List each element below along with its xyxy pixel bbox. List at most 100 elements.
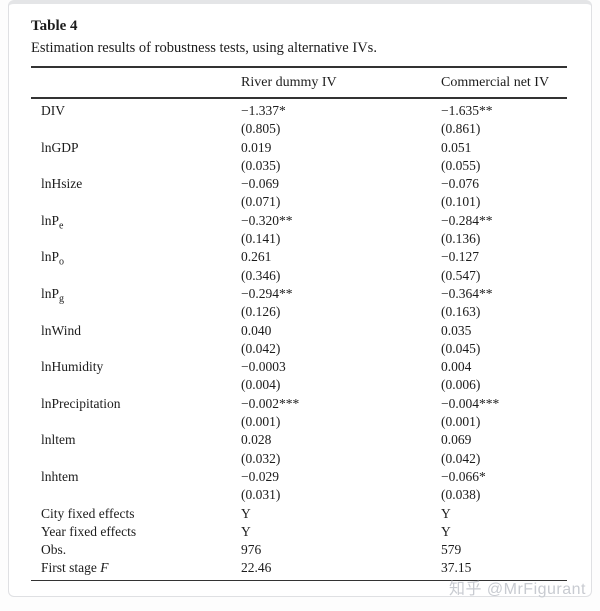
row-label: lnGDP bbox=[31, 139, 241, 157]
coefficient-river-dummy-iv: 0.028 bbox=[241, 432, 272, 448]
standard-error-river-dummy-iv: (0.346) bbox=[241, 267, 281, 283]
standard-error-commercial-net-iv: (0.042) bbox=[441, 450, 481, 466]
row-label-empty bbox=[31, 230, 241, 248]
row-label-text: First stage bbox=[41, 560, 101, 576]
standard-error-river-dummy-iv: (0.126) bbox=[241, 304, 281, 320]
table-row-standard-error: (0.126) (0.163) bbox=[31, 303, 567, 321]
row-label-empty bbox=[31, 413, 241, 431]
table-row-standard-error: (0.346) (0.547) bbox=[31, 267, 567, 285]
table-row-coefficient: lnWind 0.040 0.035 bbox=[31, 322, 567, 340]
summary-value-river-dummy-iv: 22.46 bbox=[241, 560, 272, 576]
row-label-text: lnWind bbox=[41, 322, 81, 338]
row-label-text: lnHsize bbox=[41, 176, 83, 192]
row-label: DIV bbox=[31, 102, 241, 120]
summary-value-commercial-net-iv: Y bbox=[441, 505, 451, 521]
row-label-text: lnltem bbox=[41, 432, 76, 448]
row-label-text: lnP bbox=[41, 285, 60, 301]
column-header-commercial-net-iv: Commercial net IV bbox=[441, 74, 550, 90]
row-label-text: City fixed effects bbox=[41, 505, 135, 521]
row-label: lnPrecipitation bbox=[31, 395, 241, 413]
table-row-standard-error: (0.805) (0.861) bbox=[31, 120, 567, 138]
row-label-text: lnGDP bbox=[41, 139, 79, 155]
standard-error-river-dummy-iv: (0.031) bbox=[241, 487, 281, 503]
coefficient-commercial-net-iv: 0.051 bbox=[441, 139, 472, 155]
standard-error-commercial-net-iv: (0.055) bbox=[441, 157, 481, 173]
standard-error-river-dummy-iv: (0.035) bbox=[241, 157, 281, 173]
coefficient-commercial-net-iv: −1.635** bbox=[441, 103, 493, 118]
row-label-subscript: e bbox=[59, 220, 64, 232]
rule-top bbox=[31, 66, 567, 68]
coefficient-river-dummy-iv: 0.261 bbox=[241, 249, 272, 265]
table-row-coefficient: lnhtem −0.029 −0.066* bbox=[31, 468, 567, 486]
row-label-text: lnhtem bbox=[41, 468, 79, 484]
coefficient-river-dummy-iv: −0.029 bbox=[241, 468, 279, 484]
standard-error-river-dummy-iv: (0.001) bbox=[241, 414, 281, 430]
summary-value-river-dummy-iv: Y bbox=[241, 505, 251, 521]
row-label-empty bbox=[31, 376, 241, 394]
standard-error-commercial-net-iv: (0.163) bbox=[441, 304, 481, 320]
row-label-italic: F bbox=[100, 560, 109, 576]
table-card: Table 4 Estimation results of robustness… bbox=[8, 0, 592, 597]
row-label: lnltem bbox=[31, 431, 241, 449]
coefficient-river-dummy-iv: −0.294** bbox=[241, 285, 293, 301]
standard-error-river-dummy-iv: (0.032) bbox=[241, 450, 281, 466]
table-header-row: River dummy IV Commercial net IV bbox=[31, 68, 567, 97]
summary-value-river-dummy-iv: 976 bbox=[241, 542, 262, 558]
row-label-empty bbox=[31, 340, 241, 358]
row-label-empty bbox=[31, 450, 241, 468]
coefficient-commercial-net-iv: −0.364** bbox=[441, 285, 493, 301]
table-row-standard-error: (0.001) (0.001) bbox=[31, 413, 567, 431]
coefficient-river-dummy-iv: −0.069 bbox=[241, 176, 279, 192]
table-row-coefficient: lnHumidity −0.0003 0.004 bbox=[31, 358, 567, 376]
table-row-coefficient: DIV −1.337* −1.635** bbox=[31, 102, 567, 120]
summary-value-commercial-net-iv: 579 bbox=[441, 542, 462, 558]
standard-error-commercial-net-iv: (0.001) bbox=[441, 414, 481, 430]
table-row-standard-error: (0.032) (0.042) bbox=[31, 450, 567, 468]
watermark: 知乎 @MrFigurant bbox=[448, 581, 586, 598]
standard-error-commercial-net-iv: (0.547) bbox=[441, 267, 481, 283]
coefficient-river-dummy-iv: −0.320** bbox=[241, 212, 293, 228]
row-label: City fixed effects bbox=[31, 505, 241, 523]
row-label-text: Obs. bbox=[41, 542, 67, 558]
coefficient-commercial-net-iv: −0.004*** bbox=[441, 395, 500, 411]
coefficient-commercial-net-iv: 0.069 bbox=[441, 432, 472, 448]
table-summary-row: Year fixed effects Y Y bbox=[31, 523, 567, 541]
coefficient-commercial-net-iv: 0.004 bbox=[441, 359, 472, 375]
row-label-empty bbox=[31, 303, 241, 321]
table-row-coefficient: lnPrecipitation −0.002*** −0.004*** bbox=[31, 395, 567, 413]
standard-error-river-dummy-iv: (0.141) bbox=[241, 231, 281, 247]
table-row-coefficient: lnPg −0.294** −0.364** bbox=[31, 285, 567, 305]
row-label-text: lnPrecipitation bbox=[41, 395, 121, 411]
standard-error-river-dummy-iv: (0.071) bbox=[241, 194, 281, 210]
row-label-text: lnP bbox=[41, 212, 60, 228]
standard-error-river-dummy-iv: (0.004) bbox=[241, 377, 281, 393]
row-label-text: lnP bbox=[41, 249, 60, 265]
row-label-subscript: o bbox=[59, 257, 65, 269]
table-body: DIV −1.337* −1.635** (0.805) (0.861) lnGDP 0.0… bbox=[31, 99, 567, 578]
coefficient-commercial-net-iv: 0.035 bbox=[441, 322, 472, 338]
table-label: Table 4 bbox=[31, 18, 78, 34]
table-row-coefficient: lnPo 0.261 −0.127 bbox=[31, 248, 567, 269]
row-label: lnPe bbox=[31, 212, 241, 232]
coefficient-river-dummy-iv: −0.002*** bbox=[241, 395, 300, 411]
table-summary-row: City fixed effects Y Y bbox=[31, 505, 567, 523]
table-row-coefficient: lnltem 0.028 0.069 bbox=[31, 431, 567, 449]
table-row-standard-error: (0.141) (0.136) bbox=[31, 230, 567, 248]
table-caption: Estimation results of robustness tests, … bbox=[31, 40, 377, 56]
row-label-subscript: g bbox=[59, 293, 65, 305]
table-row-standard-error: (0.004) (0.006) bbox=[31, 376, 567, 394]
row-label: lnhtem bbox=[31, 468, 241, 486]
row-label: lnHsize bbox=[31, 175, 241, 193]
standard-error-commercial-net-iv: (0.101) bbox=[441, 194, 481, 210]
summary-value-river-dummy-iv: Y bbox=[241, 523, 251, 539]
coefficient-commercial-net-iv: −0.066* bbox=[441, 468, 486, 484]
row-label-empty bbox=[31, 486, 241, 504]
coefficient-river-dummy-iv: −1.337* bbox=[241, 103, 286, 118]
row-label: lnHumidity bbox=[31, 358, 241, 376]
standard-error-commercial-net-iv: (0.045) bbox=[441, 340, 481, 356]
row-label: lnWind bbox=[31, 322, 241, 340]
row-label-text: Year fixed effects bbox=[41, 523, 137, 539]
standard-error-commercial-net-iv: (0.038) bbox=[441, 487, 481, 503]
standard-error-commercial-net-iv: (0.006) bbox=[441, 377, 481, 393]
